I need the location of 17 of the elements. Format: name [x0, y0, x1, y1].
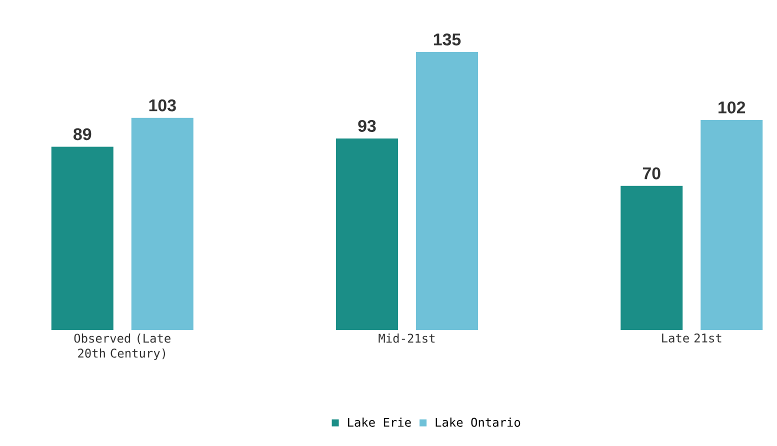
bar [700, 120, 763, 330]
data-label: 135 [434, 33, 461, 46]
x-tick-label: Late 21st [662, 334, 722, 343]
bar [416, 52, 478, 330]
bar [51, 146, 114, 330]
data-label: 93 [358, 120, 376, 132]
bar [131, 118, 194, 330]
x-tick-label: Mid-21st [378, 334, 435, 343]
data-label: 103 [149, 99, 176, 112]
data-label: 89 [73, 128, 92, 140]
x-tick-label: Observed (Late 20th Century) [74, 334, 170, 360]
legend-label: Lake Ontario [436, 418, 520, 427]
data-label: 70 [642, 167, 660, 180]
bar [336, 138, 398, 330]
data-label: 102 [718, 101, 746, 114]
legend-label: Lake Erie [348, 418, 411, 427]
bar [620, 186, 683, 330]
